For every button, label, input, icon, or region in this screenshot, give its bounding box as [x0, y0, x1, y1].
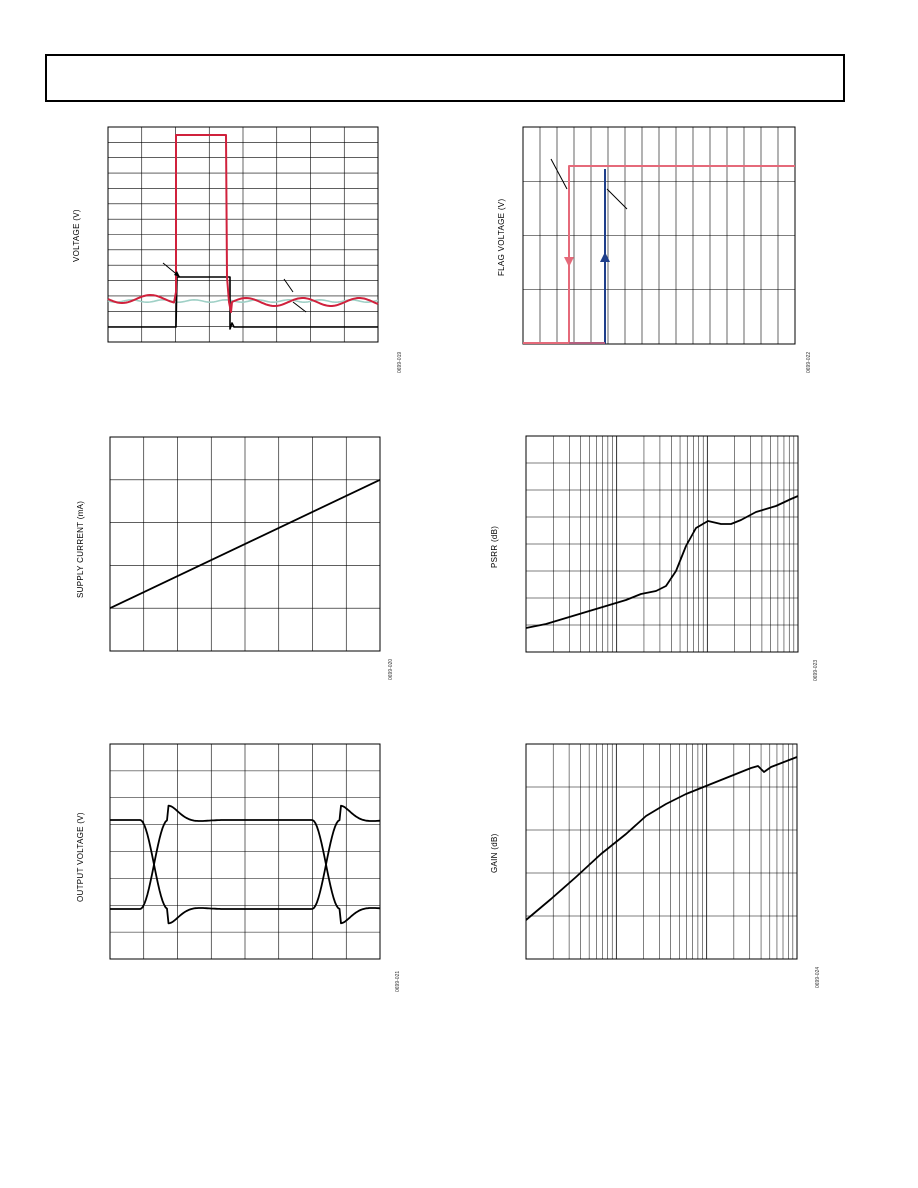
voltage-plot [107, 126, 379, 343]
figure-id: 0699-019 [397, 351, 403, 373]
gain-plot [525, 743, 798, 960]
arrow-up-marker [600, 252, 610, 262]
annotation-arrow [292, 301, 307, 313]
series-falling-flag [568, 165, 795, 343]
figure-id: 0699-020 [388, 658, 394, 680]
figure-id: 0699-022 [806, 351, 812, 373]
page-header-box [45, 54, 845, 102]
annotation-arrow [550, 158, 568, 190]
y-axis-label: FLAG VOLTAGE (V) [497, 198, 506, 276]
series-supply-current [109, 478, 381, 610]
figure-id: 0699-023 [813, 659, 819, 681]
flag-voltage-plot [522, 126, 796, 345]
series-baseline [107, 299, 379, 303]
y-axis-label: OUTPUT VOLTAGE (V) [76, 812, 85, 902]
arrow-down-marker [564, 257, 574, 267]
plot-frame [522, 126, 796, 345]
series-output-a [110, 804, 381, 925]
y-axis-label: PSRR (dB) [490, 525, 499, 568]
series-output-b [110, 804, 381, 925]
series-gain [525, 756, 798, 921]
figure-id: 0699-024 [815, 966, 821, 988]
annotation-arrow [283, 278, 294, 293]
y-axis-label: GAIN (dB) [490, 833, 499, 873]
annotation-arrow [606, 188, 628, 210]
plot-frame [109, 743, 381, 960]
psrr-plot [525, 435, 799, 653]
plot-frame [525, 435, 799, 653]
annotation-arrow-head [174, 271, 180, 277]
figure-id: 0699-021 [395, 970, 401, 992]
supply-current-plot [109, 436, 381, 652]
series-pulse [107, 134, 379, 313]
series-psrr [525, 495, 799, 629]
plot-frame [107, 126, 379, 343]
output-voltage-plot [109, 743, 381, 960]
y-axis-label: VOLTAGE (V) [72, 209, 81, 262]
series-rising-flag [569, 169, 606, 344]
y-axis-label: SUPPLY CURRENT (mA) [76, 500, 85, 598]
plot-frame [525, 743, 798, 960]
plot-frame [109, 436, 381, 652]
